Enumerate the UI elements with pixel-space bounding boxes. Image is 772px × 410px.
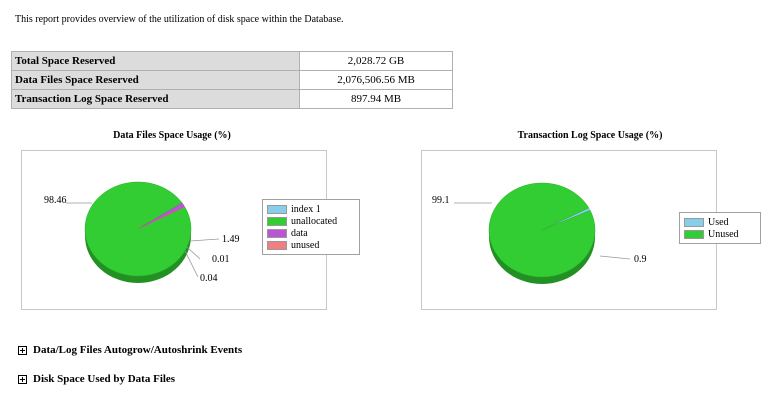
log-legend: Used Unused [679,212,761,244]
data-label: 98.46 [44,195,67,206]
leader-line [184,250,199,278]
log-chart: 0.9 99.1 [421,150,717,310]
legend-item: Used [684,216,756,228]
summary-table: Total Space Reserved 2,028.72 GB Data Fi… [11,51,453,109]
legend-label: Unused [708,228,739,240]
legend-swatch [267,204,287,214]
legend-label: data [291,227,308,239]
section-label: Data/Log Files Autogrow/Autoshrink Event… [33,344,243,356]
log-pie-svg: 0.9 99.1 [432,182,647,284]
legend-item: unused [267,239,355,251]
leader-line [189,238,220,242]
data-label: 99.1 [432,195,450,206]
legend-item: Unused [684,228,756,240]
expand-icon[interactable] [18,345,27,355]
legend-label: index 1 [291,203,321,215]
log-chart-title: Transaction Log Space Usage (%) [517,130,663,141]
legend-label: unallocated [291,215,338,227]
total-space-label: Total Space Reserved [11,51,300,71]
total-space-value: 2,028.72 GB [299,51,453,71]
legend-item: data [267,227,355,239]
data-label: 0.01 [212,254,230,265]
section-label: Disk Space Used by Data Files [33,373,176,385]
leader-line [186,246,201,260]
legend-swatch [267,216,287,226]
expand-icon[interactable] [18,374,27,384]
log-space-label: Transaction Log Space Reserved [11,89,300,109]
data-label: 0.04 [200,273,218,284]
legend-label: unused [291,239,320,251]
data-files-space-value: 2,076,506.56 MB [299,70,453,90]
legend-item: index 1 [267,203,355,215]
pie-slice-unused [137,206,186,230]
data-files-space-label: Data Files Space Reserved [11,70,300,90]
data-label: 1.49 [222,234,240,245]
table-row: Data Files Space Reserved 2,076,506.56 M… [11,70,453,90]
legend-item: unallocated [267,215,355,227]
data-label: 0.9 [634,254,647,265]
legend-swatch [684,229,704,239]
data-files-legend: index 1 unallocated data unused [262,199,360,255]
data-files-pie-svg: 0.01 98.46 1.49 0.04 [44,181,240,284]
disk-space-data-files-section[interactable]: Disk Space Used by Data Files [18,373,175,385]
data-files-chart-title: Data Files Space Usage (%) [113,130,231,141]
pie-slice-unused [488,182,596,278]
table-row: Transaction Log Space Reserved 897.94 MB [11,89,453,109]
legend-swatch [267,228,287,238]
legend-label: Used [708,216,729,228]
legend-swatch [267,240,287,250]
autogrow-events-section[interactable]: Data/Log Files Autogrow/Autoshrink Event… [18,344,242,356]
report-intro: This report provides overview of the uti… [15,14,344,25]
leader-line [599,255,631,260]
log-space-value: 897.94 MB [299,89,453,109]
legend-swatch [684,217,704,227]
table-row: Total Space Reserved 2,028.72 GB [11,51,453,71]
